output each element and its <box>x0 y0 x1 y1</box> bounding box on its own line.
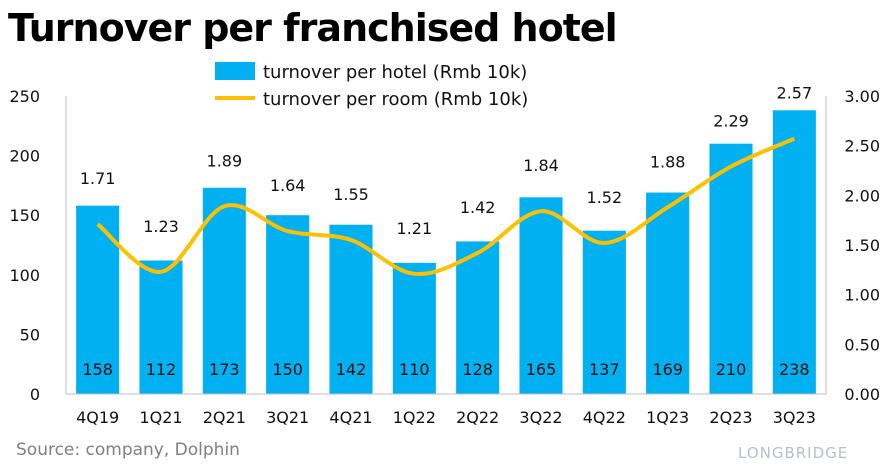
x-tick-label: 1Q21 <box>139 408 182 427</box>
bar <box>266 215 310 394</box>
bar <box>709 143 753 394</box>
bar <box>582 230 626 394</box>
brand-watermark: LONGBRIDGE <box>738 444 849 462</box>
y-left-tick-label: 0 <box>30 385 40 404</box>
line-layer <box>96 136 796 277</box>
bar <box>772 110 816 394</box>
y-right-tick-label: 2.00 <box>844 186 880 205</box>
y-left-tick-label: 150 <box>9 206 40 225</box>
series-line <box>96 136 796 277</box>
y-right-tick-label: 3.00 <box>844 87 880 106</box>
bar-value-label: 142 <box>336 360 367 379</box>
bar <box>329 224 373 394</box>
line-value-label: 1.52 <box>587 188 623 207</box>
y-left-tick-label: 200 <box>9 147 40 166</box>
y-left-tick-label: 100 <box>9 266 40 285</box>
line-value-label: 1.64 <box>270 176 306 195</box>
x-tick-label: 4Q21 <box>329 408 372 427</box>
bar <box>456 241 500 394</box>
source-note: Source: company, Dolphin <box>16 440 240 460</box>
bar-value-label: 169 <box>652 360 683 379</box>
bar-value-label: 165 <box>526 360 557 379</box>
legend: turnover per hotel (Rmb 10k) turnover pe… <box>215 62 528 110</box>
line-value-label: 2.29 <box>713 112 749 131</box>
x-tick-label: 4Q19 <box>76 408 119 427</box>
line-value-label: 1.71 <box>80 169 116 188</box>
bar <box>646 192 690 394</box>
y-left-tick-label: 250 <box>9 87 40 106</box>
y-right-tick-label: 1.00 <box>844 286 880 305</box>
y-left-tick-label: 50 <box>20 325 40 344</box>
labels-layer: 158 112 173 150 142 110 128 165 137 169 210 238 1.71… <box>80 84 812 379</box>
line-value-label: 1.21 <box>397 219 433 238</box>
line-value-label: 1.42 <box>460 198 496 217</box>
bar-value-label: 173 <box>209 360 240 379</box>
x-tick-label: 1Q23 <box>646 408 689 427</box>
bar-value-label: 112 <box>146 360 177 379</box>
bar-value-label: 210 <box>716 360 747 379</box>
legend-label-line: turnover per room (Rmb 10k) <box>263 89 528 110</box>
bar <box>202 187 246 394</box>
axes-layer: 0 50 100 150 200 250 0.00 0.50 1.00 1.50 2.00 2.50 3… <box>9 87 880 427</box>
line-value-label: 2.57 <box>777 84 813 103</box>
bar-value-label: 128 <box>462 360 493 379</box>
x-tick-label: 2Q22 <box>456 408 499 427</box>
line-value-label: 1.23 <box>143 217 179 236</box>
x-tick-label: 2Q23 <box>709 408 752 427</box>
x-tick-label: 3Q21 <box>266 408 309 427</box>
x-tick-label: 3Q23 <box>773 408 816 427</box>
x-tick-label: 3Q22 <box>519 408 562 427</box>
legend-label-bar: turnover per hotel (Rmb 10k) <box>263 62 527 83</box>
chart-title: Turnover per franchised hotel <box>8 6 618 50</box>
y-right-tick-label: 1.50 <box>844 236 880 255</box>
line-value-label: 1.88 <box>650 152 686 171</box>
y-right-tick-label: 2.50 <box>844 137 880 156</box>
legend-swatch-bar <box>215 62 255 80</box>
bar <box>519 197 563 394</box>
x-tick-label: 2Q21 <box>203 408 246 427</box>
bar <box>139 260 183 394</box>
bar <box>392 262 436 394</box>
y-right-tick-label: 0.50 <box>844 335 880 354</box>
bar-value-label: 238 <box>779 360 810 379</box>
y-right-tick-label: 0.00 <box>844 385 880 404</box>
x-tick-label: 1Q22 <box>393 408 436 427</box>
bar-value-label: 137 <box>589 360 620 379</box>
line-value-label: 1.55 <box>333 185 369 204</box>
bar-value-label: 110 <box>399 360 430 379</box>
bar-value-label: 150 <box>272 360 303 379</box>
x-tick-label: 4Q22 <box>583 408 626 427</box>
line-value-label: 1.84 <box>523 156 559 175</box>
bar-value-label: 158 <box>82 360 113 379</box>
line-value-label: 1.89 <box>207 151 243 170</box>
bars-layer <box>76 110 816 394</box>
